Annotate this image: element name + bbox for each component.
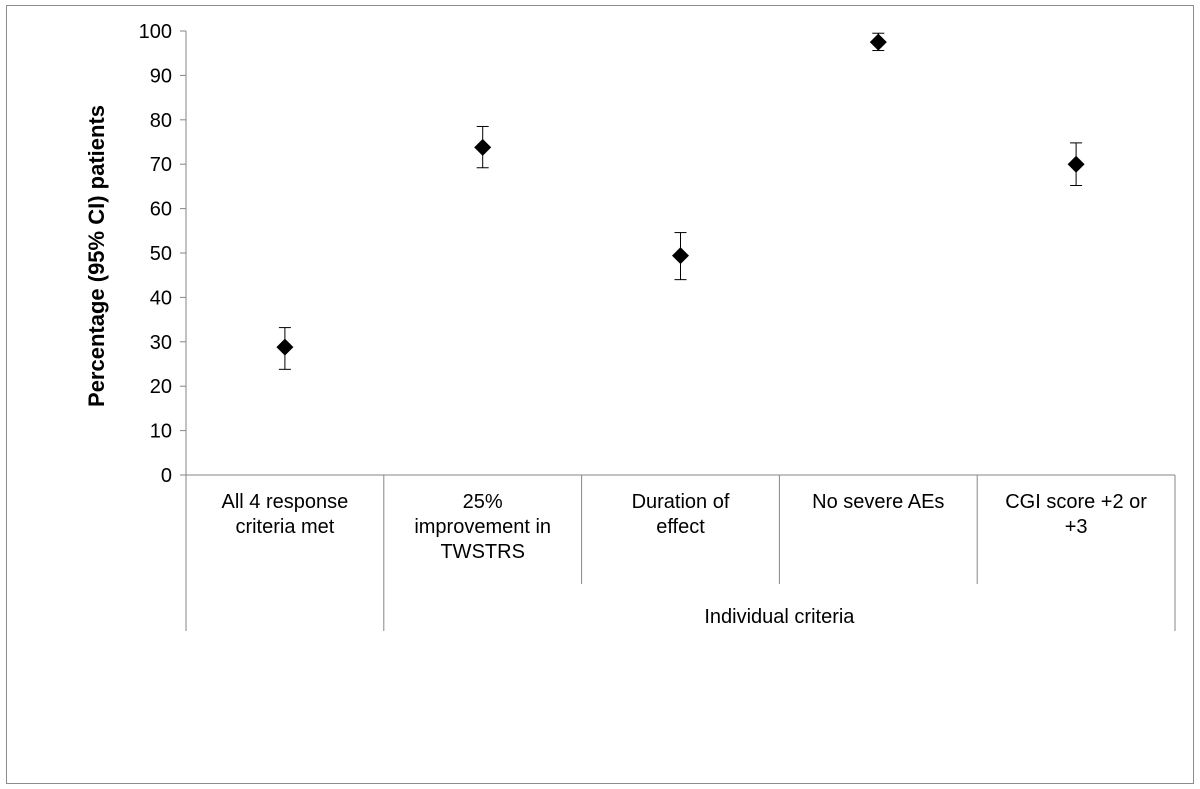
chart-frame xyxy=(6,5,1194,784)
x-tick-label: All 4 response criteria met xyxy=(222,491,349,538)
y-tick-label: 20 xyxy=(150,376,172,398)
x-tick-label-line: improvement in xyxy=(414,516,551,538)
data-point xyxy=(1067,155,1085,173)
y-tick-label: 80 xyxy=(150,110,172,132)
x-tick-label-line: Duration of xyxy=(632,491,730,513)
y-tick-label: 70 xyxy=(150,154,172,176)
x-tick-label: CGI score +2 or +3 xyxy=(1005,491,1147,538)
data-point xyxy=(474,138,492,156)
y-tick-label: 50 xyxy=(150,243,172,265)
x-tick-label-line: TWSTRS xyxy=(440,541,524,563)
y-tick-label: 90 xyxy=(150,65,172,87)
data-points xyxy=(276,32,1085,370)
y-tick-label: 40 xyxy=(150,287,172,309)
data-point xyxy=(672,247,689,265)
y-tick-label: 30 xyxy=(150,332,172,354)
data-point xyxy=(869,33,887,51)
x-tick-label: No severe AEs xyxy=(812,491,944,513)
data-point xyxy=(276,338,294,356)
x-tick-label-line: CGI score +2 or xyxy=(1005,491,1147,513)
y-tick-label: 100 xyxy=(139,21,172,43)
x-tick-label-line: +3 xyxy=(1065,516,1088,538)
x-tick-label: Duration of effect xyxy=(632,491,730,538)
x-tick-label-line: criteria met xyxy=(235,516,334,538)
x-tick-label-line: No severe AEs xyxy=(812,491,944,513)
x-group-label: Individual criteria xyxy=(704,606,855,628)
y-tick-label: 60 xyxy=(150,199,172,221)
x-tick-label-line: 25% xyxy=(463,491,503,513)
x-axis: All 4 response criteria met 25% improvement… xyxy=(185,474,1176,631)
y-tick-label: 10 xyxy=(150,421,172,443)
x-tick-label: 25% improvement in TWSTRS xyxy=(414,491,551,563)
x-tick-label-line: All 4 response xyxy=(222,491,349,513)
y-axis-label: Percentage (95% CI) patients xyxy=(84,105,109,407)
y-axis: 0 10 20 30 40 50 60 70 80 90 100 xyxy=(139,21,187,487)
y-tick-label: 0 xyxy=(161,465,172,487)
x-tick-label-line: effect xyxy=(656,516,705,538)
